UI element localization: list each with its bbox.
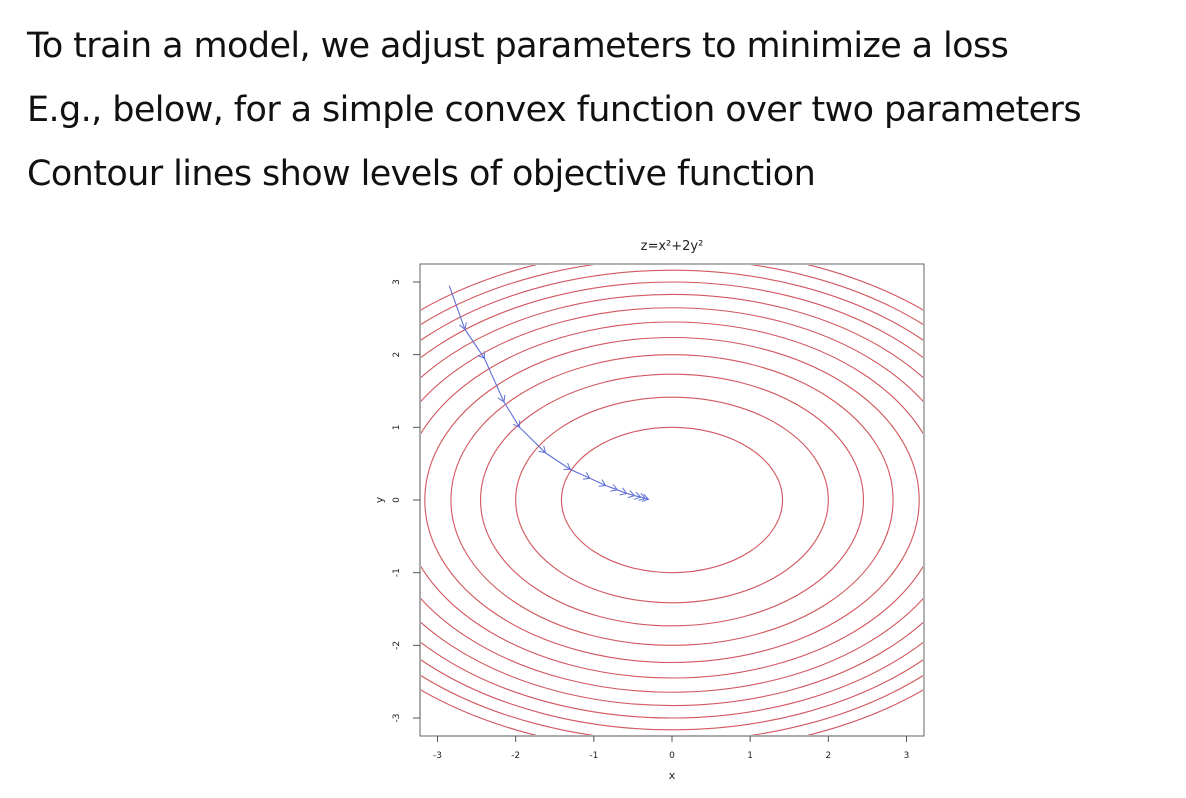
contour-level-12 <box>421 321 923 679</box>
gradient-descent-path <box>448 285 650 503</box>
x-axis-label: x <box>669 769 676 782</box>
plot-title: z=x²+2y² <box>641 239 704 254</box>
descent-step-arrow <box>538 445 547 454</box>
descent-step-arrow <box>641 493 650 503</box>
y-tick-label: -2 <box>392 641 402 650</box>
contour-level-10 <box>424 336 920 664</box>
contour-level-20 <box>421 269 923 731</box>
y-tick-label: 0 <box>392 497 402 503</box>
descent-step-arrow <box>582 472 591 480</box>
contour-level-2 <box>560 426 784 574</box>
descent-step-arrow <box>477 351 485 360</box>
contour-level-6 <box>479 373 865 627</box>
y-tick-label: 2 <box>392 352 402 358</box>
y-axis: -3 -2 -1 0 1 2 3 <box>392 279 421 723</box>
x-tick-label: 0 <box>669 751 675 761</box>
descent-step-arrow <box>497 394 506 403</box>
x-tick-label: -3 <box>433 751 442 761</box>
descent-step-arrow <box>619 487 628 496</box>
descent-step-arrow <box>633 491 642 500</box>
contour-level-24 <box>421 265 923 735</box>
x-tick-label: -1 <box>589 751 598 761</box>
y-tick-label: -1 <box>392 568 402 577</box>
slide-text: To train a model, we adjust parameters t… <box>27 14 1177 206</box>
descent-step-arrow <box>459 322 467 331</box>
descent-step-arrow <box>610 483 619 492</box>
descent-trajectory <box>448 285 649 500</box>
y-tick-label: 1 <box>392 424 402 430</box>
y-tick-label: 3 <box>392 279 402 285</box>
contour-level-18 <box>421 281 923 719</box>
x-tick-label: 3 <box>904 751 910 761</box>
y-tick-label: -3 <box>392 714 402 723</box>
contour-level-14 <box>421 307 923 693</box>
descent-step-arrow <box>638 492 647 501</box>
contour-level-8 <box>450 354 894 646</box>
contour-lines <box>421 265 923 735</box>
x-tick-label: -2 <box>511 751 520 761</box>
y-axis-label: y <box>373 496 386 503</box>
descent-step-arrow <box>563 462 572 470</box>
descent-step-arrow <box>513 420 521 429</box>
slide-line-2: E.g., below, for a simple convex functio… <box>27 90 1082 130</box>
x-tick-label: 2 <box>825 751 831 761</box>
contour-level-16 <box>421 293 923 707</box>
slide-line-3: Contour lines show levels of objective f… <box>27 154 816 194</box>
x-axis: -3 -2 -1 0 1 2 3 <box>433 735 910 761</box>
contour-level-4 <box>515 396 829 604</box>
descent-step-arrow <box>627 490 636 499</box>
x-tick-label: 1 <box>747 751 753 761</box>
descent-step-arrow <box>598 479 607 487</box>
plot-frame <box>419 263 925 737</box>
slide-line-1: To train a model, we adjust parameters t… <box>27 26 1009 66</box>
